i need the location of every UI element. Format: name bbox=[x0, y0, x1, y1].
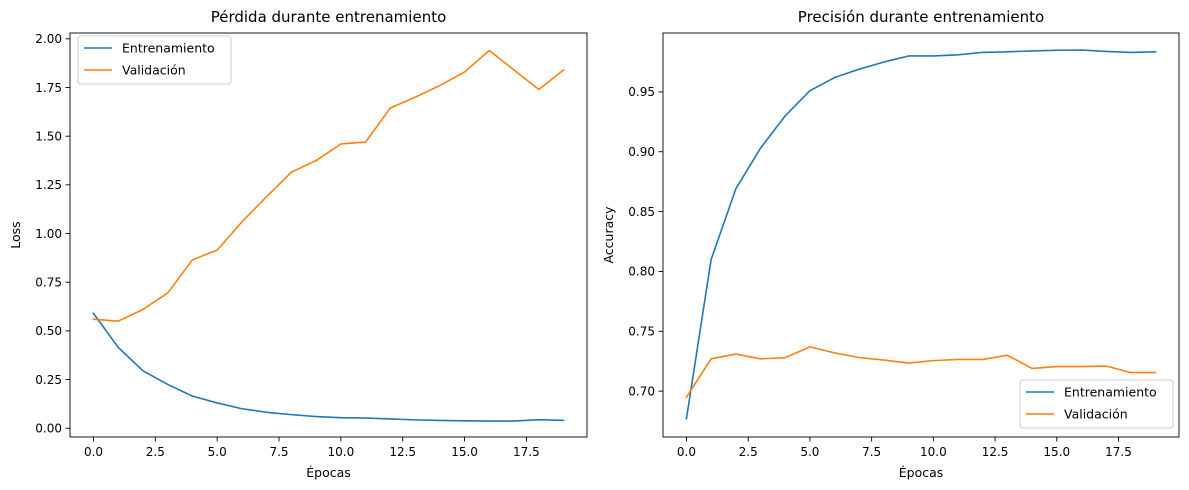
legend-box bbox=[1019, 379, 1174, 429]
x-tick-label: 0.0 bbox=[84, 445, 103, 459]
legend-label: Entrenamiento bbox=[1064, 385, 1157, 400]
x-tick-label: 12.5 bbox=[389, 445, 416, 459]
y-tick-label: 0.95 bbox=[628, 85, 655, 99]
x-tick-label: 15.0 bbox=[1043, 445, 1070, 459]
y-tick-label: 0.70 bbox=[628, 384, 655, 398]
x-tick-label: 2.5 bbox=[739, 445, 758, 459]
legend-label: Entrenamiento bbox=[122, 41, 215, 56]
y-tick-label: 0.85 bbox=[628, 205, 655, 219]
legend: Entrenamiento Validación bbox=[77, 35, 232, 85]
y-tick-label: 0.25 bbox=[35, 373, 62, 387]
legend-label: Validación bbox=[1064, 407, 1128, 422]
y-tick-label: 0.75 bbox=[35, 276, 62, 290]
series-line-1 bbox=[685, 346, 1157, 399]
y-tick-label: 0.90 bbox=[628, 145, 655, 159]
loss-chart: Pérdida durante entrenamiento Épocas Los… bbox=[8, 8, 588, 480]
y-tick-label: 1.00 bbox=[35, 227, 62, 241]
legend-label: Validación bbox=[122, 63, 186, 78]
legend-box bbox=[77, 35, 232, 85]
y-tick-label: 1.75 bbox=[35, 81, 62, 95]
y-tick-label: 1.50 bbox=[35, 129, 62, 143]
series-line-0 bbox=[92, 312, 565, 422]
x-tick-label: 17.5 bbox=[513, 445, 540, 459]
x-tick-label: 2.5 bbox=[146, 445, 165, 459]
x-tick-label: 5.0 bbox=[800, 445, 819, 459]
series-line-0 bbox=[685, 49, 1157, 420]
x-axis-label: Épocas bbox=[306, 465, 351, 480]
y-tick-label: 2.00 bbox=[35, 32, 62, 46]
x-tick-label: 7.5 bbox=[862, 445, 881, 459]
x-tick-label: 15.0 bbox=[451, 445, 478, 459]
y-axis-label: Accuracy bbox=[601, 206, 616, 264]
chart-title: Precisión durante entrenamiento bbox=[798, 8, 1044, 26]
x-tick-label: 0.0 bbox=[677, 445, 696, 459]
x-tick-label: 7.5 bbox=[269, 445, 288, 459]
legend: Entrenamiento Validación bbox=[1019, 379, 1174, 429]
y-axis-label: Loss bbox=[8, 221, 23, 248]
chart-title: Pérdida durante entrenamiento bbox=[211, 8, 447, 26]
y-tick-label: 0.00 bbox=[35, 422, 62, 436]
axes-frame bbox=[662, 32, 1180, 438]
x-tick-label: 17.5 bbox=[1105, 445, 1132, 459]
x-axis-label: Épocas bbox=[899, 465, 944, 480]
axes-frame bbox=[69, 32, 588, 438]
x-tick-label: 12.5 bbox=[982, 445, 1009, 459]
x-tick-label: 5.0 bbox=[208, 445, 227, 459]
y-tick-label: 0.80 bbox=[628, 265, 655, 279]
x-tick-label: 10.0 bbox=[920, 445, 947, 459]
series-line-1 bbox=[92, 49, 565, 322]
accuracy-chart: Precisión durante entrenamiento Épocas A… bbox=[601, 8, 1180, 480]
y-tick-label: 1.25 bbox=[35, 178, 62, 192]
y-tick-label: 0.50 bbox=[35, 324, 62, 338]
x-tick-label: 10.0 bbox=[328, 445, 355, 459]
y-tick-label: 0.75 bbox=[628, 325, 655, 339]
